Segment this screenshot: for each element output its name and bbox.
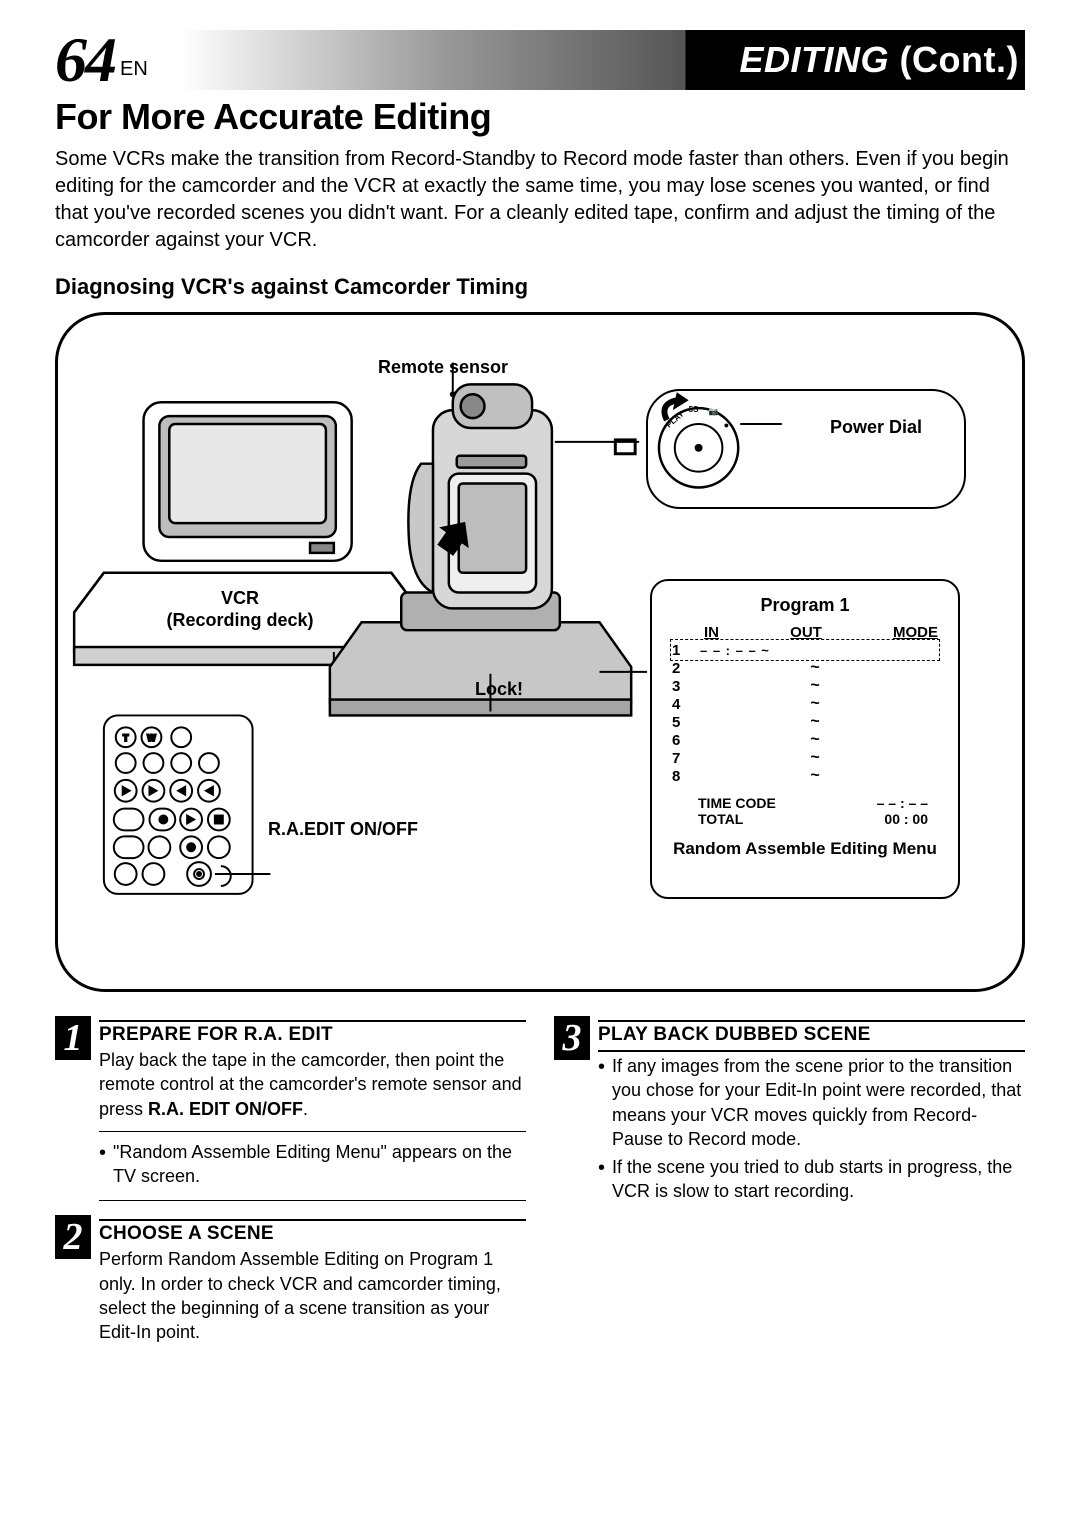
col-out: OUT — [790, 624, 822, 641]
svg-text:T: T — [123, 733, 129, 743]
step-3-bullet-2: If the scene you tried to dub starts in … — [612, 1155, 1025, 1204]
step-3-title: PLAY BACK DUBBED SCENE — [598, 1020, 1025, 1052]
intro-paragraph: Some VCRs make the transition from Recor… — [55, 146, 1025, 254]
total-label: TOTAL — [698, 811, 743, 827]
manual-page: 64 EN EDITING (Cont.) For More Accurate … — [0, 0, 1080, 1403]
step-3-body: If any images from the scene prior to th… — [598, 1054, 1025, 1204]
program-row-3: 3~ — [672, 677, 938, 695]
page-lang: EN — [120, 58, 148, 81]
col-mode: MODE — [893, 624, 938, 641]
section-cont: (Cont.) — [900, 39, 1019, 80]
program-row-5: 5~ — [672, 713, 938, 731]
program-title: Program 1 — [672, 595, 938, 616]
row-num: 1 — [672, 642, 692, 659]
steps-left-column: 1 PREPARE FOR R.A. EDIT Play back the ta… — [55, 1020, 526, 1363]
program-columns: IN OUT MODE — [672, 624, 938, 641]
program-row-4: 4~ — [672, 695, 938, 713]
program-row-2: 2~ — [672, 659, 938, 677]
timecode-row: TIME CODE – – : – – — [672, 795, 938, 811]
step-2-number: 2 — [55, 1215, 91, 1259]
page-number-value: 64 — [55, 23, 115, 97]
program-row-8: 8~ — [672, 767, 938, 785]
steps-right-column: 3 PLAY BACK DUBBED SCENE If any images f… — [554, 1020, 1025, 1363]
program-row-7: 7~ — [672, 749, 938, 767]
power-dial-callout — [646, 389, 966, 509]
diagnosing-subheading: Diagnosing VCR's against Camcorder Timin… — [55, 274, 1025, 300]
timecode-label: TIME CODE — [698, 795, 776, 811]
label-remote-sensor: Remote sensor — [378, 357, 508, 378]
steps-container: 1 PREPARE FOR R.A. EDIT Play back the ta… — [55, 1020, 1025, 1363]
section-header: EDITING (Cont.) — [740, 39, 1025, 81]
page-header: 64 EN EDITING (Cont.) — [55, 30, 1025, 90]
step-1-bold: R.A. EDIT ON/OFF — [148, 1099, 303, 1119]
step-1-body: Play back the tape in the camcorder, the… — [99, 1048, 526, 1121]
label-vcr-line2: (Recording deck) — [166, 610, 313, 630]
page-number: 64 EN — [55, 23, 148, 97]
step-1-note: "Random Assemble Editing Menu" appears o… — [113, 1140, 526, 1189]
step-1-text-b: . — [303, 1099, 308, 1119]
step-3: 3 PLAY BACK DUBBED SCENE If any images f… — [554, 1020, 1025, 1204]
timecode-value: – – : – – — [877, 795, 928, 811]
label-ra-edit: R.A.EDIT ON/OFF — [268, 819, 418, 840]
section-name: EDITING — [740, 39, 890, 80]
page-title: For More Accurate Editing — [55, 96, 1025, 138]
step-2-title: CHOOSE A SCENE — [99, 1219, 526, 1245]
total-value: 00 : 00 — [884, 811, 928, 827]
svg-text:W: W — [147, 733, 156, 743]
program-panel: Program 1 IN OUT MODE 1 – – : – – ~ 2~ 3… — [650, 579, 960, 899]
program-caption: Random Assemble Editing Menu — [672, 839, 938, 859]
step-1: 1 PREPARE FOR R.A. EDIT Play back the ta… — [55, 1020, 526, 1201]
setup-diagram: PLAY 5S 📷 ⏺ T W — [55, 312, 1025, 992]
row-1-values: – – : – – ~ — [692, 643, 770, 658]
step-3-bullet-1: If any images from the scene prior to th… — [612, 1054, 1025, 1151]
step-1-note-box: "Random Assemble Editing Menu" appears o… — [99, 1131, 526, 1202]
program-row-1: 1 – – : – – ~ — [672, 641, 938, 659]
step-2: 2 CHOOSE A SCENE Perform Random Assemble… — [55, 1219, 526, 1344]
col-in: IN — [704, 624, 719, 641]
label-vcr-line1: VCR — [221, 588, 259, 608]
step-3-number: 3 — [554, 1016, 590, 1060]
label-lock: Lock! — [475, 679, 523, 700]
program-row-6: 6~ — [672, 731, 938, 749]
total-row: TOTAL 00 : 00 — [672, 811, 938, 827]
step-2-body: Perform Random Assemble Editing on Progr… — [99, 1247, 526, 1344]
program-table: IN OUT MODE 1 – – : – – ~ 2~ 3~ 4~ 5~ 6~… — [672, 624, 938, 785]
label-vcr: VCR (Recording deck) — [150, 588, 330, 631]
label-power-dial: Power Dial — [830, 417, 922, 438]
step-1-number: 1 — [55, 1016, 91, 1060]
step-1-title: PREPARE FOR R.A. EDIT — [99, 1020, 526, 1046]
